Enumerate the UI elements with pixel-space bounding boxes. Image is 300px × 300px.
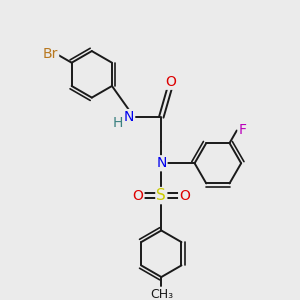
Text: O: O — [166, 75, 176, 89]
Text: CH₃: CH₃ — [150, 288, 173, 300]
Text: Br: Br — [43, 47, 58, 61]
Text: S: S — [156, 188, 166, 203]
Text: N: N — [156, 156, 166, 170]
Text: O: O — [133, 189, 143, 202]
Text: O: O — [179, 189, 190, 202]
Text: F: F — [238, 124, 247, 137]
Text: N: N — [124, 110, 134, 124]
Text: H: H — [112, 116, 123, 130]
